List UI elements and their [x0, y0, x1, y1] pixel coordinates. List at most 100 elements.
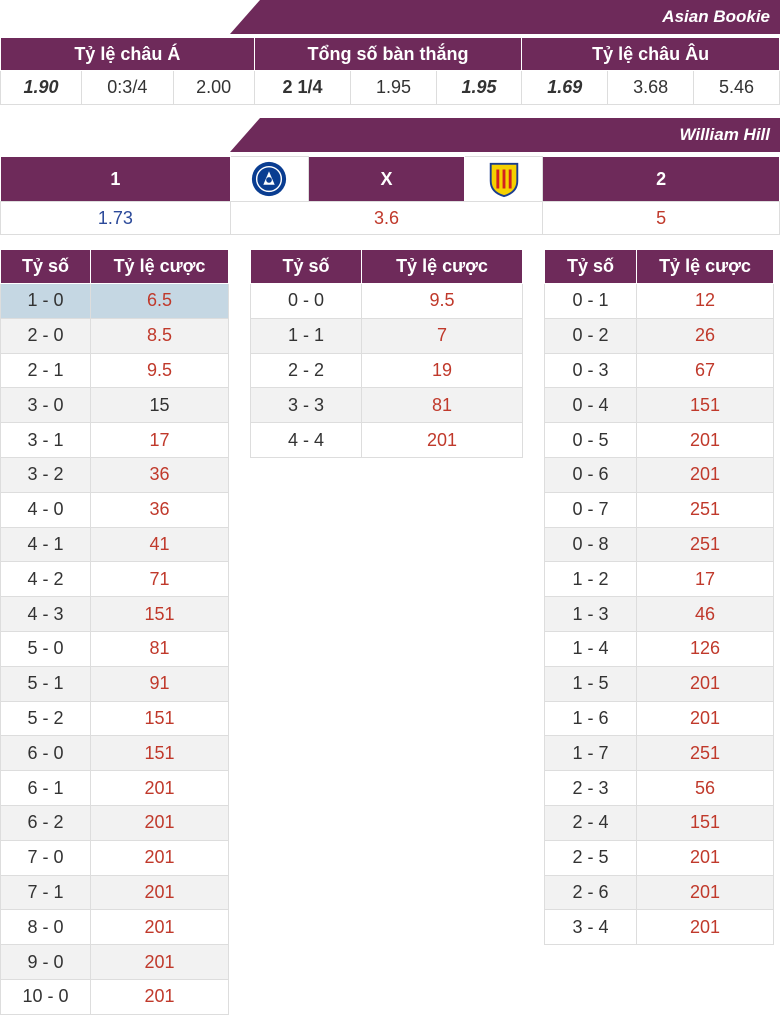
table-row[interactable]: 5 - 2 151 — [0, 700, 229, 737]
odd-cell[interactable]: 81 — [90, 630, 229, 667]
odd-cell[interactable]: 201 — [90, 770, 229, 806]
table-row[interactable]: 1 - 4 126 — [544, 630, 774, 667]
table-row[interactable]: 0 - 3 67 — [544, 352, 774, 389]
table-row[interactable]: 3 - 0 15 — [0, 387, 229, 424]
table-row[interactable]: 2 - 6 201 — [544, 874, 774, 911]
odd-cell[interactable]: 201 — [636, 909, 774, 946]
table-row[interactable]: 5 - 1 91 — [0, 665, 229, 702]
odd-cell[interactable]: 17 — [636, 561, 774, 598]
odd-cell[interactable]: 201 — [90, 804, 229, 841]
odd-cell[interactable]: 19 — [361, 352, 523, 389]
odd-cell[interactable]: 41 — [90, 526, 229, 563]
odd-cell[interactable]: 15 — [90, 387, 229, 424]
odd-cell[interactable]: 151 — [636, 804, 774, 841]
table-row[interactable]: 3 - 1 17 — [0, 422, 229, 458]
odd-cell[interactable]: 7 — [361, 317, 523, 354]
odd-cell[interactable]: 46 — [636, 596, 774, 632]
table-row[interactable]: 1 - 3 46 — [544, 596, 774, 632]
table-row[interactable]: 1 - 0 6.5 — [0, 283, 229, 319]
table-row[interactable]: 8 - 0 201 — [0, 909, 229, 946]
odd-cell[interactable]: 71 — [90, 561, 229, 598]
odd-cell[interactable]: 201 — [636, 665, 774, 702]
odd-cell[interactable]: 251 — [636, 526, 774, 563]
odd-cell[interactable]: 6.5 — [90, 283, 229, 319]
odd-cell[interactable]: 201 — [90, 839, 229, 876]
odd-cell[interactable]: 36 — [90, 491, 229, 528]
table-row[interactable]: 2 - 3 56 — [544, 770, 774, 806]
euro-draw-odd[interactable]: 3.68 — [607, 70, 695, 105]
table-row[interactable]: 6 - 2 201 — [0, 804, 229, 841]
odd-cell[interactable]: 81 — [361, 387, 523, 424]
total-over-odd[interactable]: 1.95 — [350, 70, 437, 105]
table-row[interactable]: 4 - 4 201 — [250, 422, 523, 458]
table-row[interactable]: 2 - 2 19 — [250, 352, 523, 389]
table-row[interactable]: 1 - 5 201 — [544, 665, 774, 702]
odd-cell[interactable]: 151 — [636, 387, 774, 424]
wh-draw-odd[interactable]: 3.6 — [229, 201, 544, 235]
table-row[interactable]: 3 - 4 201 — [544, 909, 774, 946]
table-row[interactable]: 2 - 0 8.5 — [0, 317, 229, 354]
odd-cell[interactable]: 251 — [636, 491, 774, 528]
odd-cell[interactable]: 36 — [90, 456, 229, 493]
table-row[interactable]: 4 - 2 71 — [0, 561, 229, 598]
table-row[interactable]: 1 - 6 201 — [544, 700, 774, 737]
odd-cell[interactable]: 251 — [636, 735, 774, 772]
table-row[interactable]: 0 - 7 251 — [544, 491, 774, 528]
asian-odd-home[interactable]: 1.90 — [0, 70, 82, 105]
total-under-odd[interactable]: 1.95 — [435, 70, 523, 105]
odd-cell[interactable]: 9.5 — [361, 283, 523, 319]
odd-cell[interactable]: 201 — [636, 422, 774, 458]
table-row[interactable]: 7 - 0 201 — [0, 839, 229, 876]
table-row[interactable]: 4 - 3 151 — [0, 596, 229, 632]
table-row[interactable]: 4 - 0 36 — [0, 491, 229, 528]
wh-away-odd[interactable]: 5 — [542, 201, 780, 235]
odd-cell[interactable]: 67 — [636, 352, 774, 389]
wh-home-odd[interactable]: 1.73 — [0, 201, 231, 235]
table-row[interactable]: 10 - 0 201 — [0, 978, 229, 1015]
table-row[interactable]: 2 - 4 151 — [544, 804, 774, 841]
table-row[interactable]: 0 - 0 9.5 — [250, 283, 523, 319]
asian-odd-away[interactable]: 2.00 — [172, 70, 255, 105]
odd-cell[interactable]: 201 — [90, 944, 229, 980]
odd-cell[interactable]: 201 — [90, 978, 229, 1015]
odd-cell[interactable]: 151 — [90, 596, 229, 632]
odd-cell[interactable]: 201 — [636, 839, 774, 876]
table-row[interactable]: 3 - 2 36 — [0, 456, 229, 493]
odd-cell[interactable]: 17 — [90, 422, 229, 458]
table-row[interactable]: 1 - 2 17 — [544, 561, 774, 598]
odd-cell[interactable]: 151 — [90, 735, 229, 772]
table-row[interactable]: 0 - 2 26 — [544, 317, 774, 354]
odd-cell[interactable]: 151 — [90, 700, 229, 737]
odd-cell[interactable]: 56 — [636, 770, 774, 806]
odd-cell[interactable]: 201 — [361, 422, 523, 458]
odd-cell[interactable]: 9.5 — [90, 352, 229, 389]
table-row[interactable]: 0 - 1 12 — [544, 283, 774, 319]
odd-cell[interactable]: 201 — [636, 456, 774, 493]
table-row[interactable]: 0 - 5 201 — [544, 422, 774, 458]
table-row[interactable]: 0 - 6 201 — [544, 456, 774, 493]
odd-cell[interactable]: 26 — [636, 317, 774, 354]
table-row[interactable]: 4 - 1 41 — [0, 526, 229, 563]
table-row[interactable]: 5 - 0 81 — [0, 630, 229, 667]
odd-cell[interactable]: 201 — [636, 700, 774, 737]
table-row[interactable]: 7 - 1 201 — [0, 874, 229, 911]
odd-cell[interactable]: 91 — [90, 665, 229, 702]
table-row[interactable]: 6 - 0 151 — [0, 735, 229, 772]
odd-cell[interactable]: 201 — [636, 874, 774, 911]
table-row[interactable]: 6 - 1 201 — [0, 770, 229, 806]
table-row[interactable]: 2 - 1 9.5 — [0, 352, 229, 389]
table-row[interactable]: 0 - 4 151 — [544, 387, 774, 424]
euro-home-odd[interactable]: 1.69 — [521, 70, 609, 105]
table-row[interactable]: 2 - 5 201 — [544, 839, 774, 876]
table-row[interactable]: 9 - 0 201 — [0, 944, 229, 980]
odd-cell[interactable]: 8.5 — [90, 317, 229, 354]
odd-cell[interactable]: 12 — [636, 283, 774, 319]
table-row[interactable]: 0 - 8 251 — [544, 526, 774, 563]
odd-cell[interactable]: 201 — [90, 909, 229, 946]
table-row[interactable]: 3 - 3 81 — [250, 387, 523, 424]
odd-cell[interactable]: 126 — [636, 630, 774, 667]
table-row[interactable]: 1 - 7 251 — [544, 735, 774, 772]
odd-cell[interactable]: 201 — [90, 874, 229, 911]
euro-away-odd[interactable]: 5.46 — [693, 70, 780, 105]
